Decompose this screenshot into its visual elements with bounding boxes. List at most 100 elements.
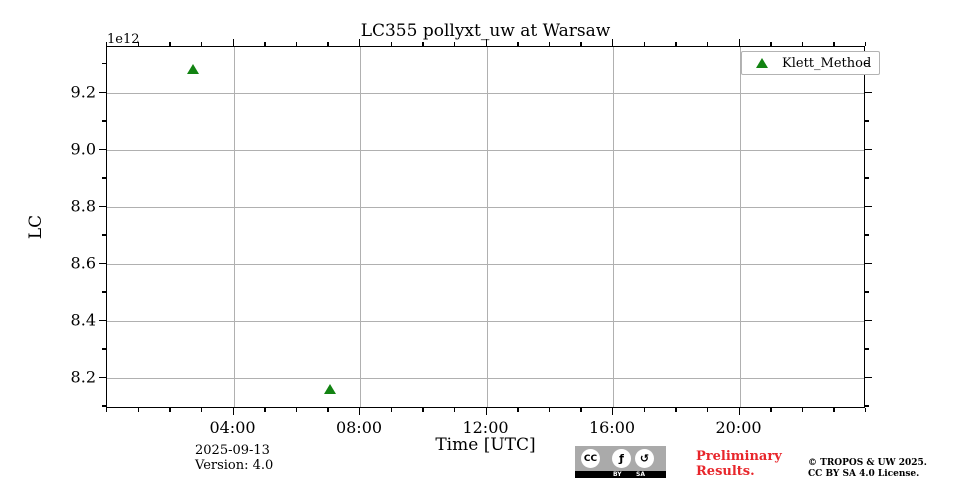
x-tick-minor <box>200 408 203 412</box>
x-gridline <box>360 47 361 407</box>
preliminary-results-note: Preliminary Results. <box>696 449 782 479</box>
x-tick-minor <box>169 408 171 412</box>
y-tick-label: 8.8 <box>70 196 96 216</box>
y-tick-major-right <box>865 262 872 265</box>
x-tick-minor <box>422 408 424 412</box>
x-tick-minor <box>137 408 140 412</box>
y-tick-minor <box>102 120 106 122</box>
y-axis-label: LC <box>26 214 46 240</box>
x-tick-minor <box>706 408 709 412</box>
y-tick-minor-right <box>865 348 869 350</box>
cc-by-label: BY <box>613 471 622 478</box>
y-tick-major-right <box>865 319 872 322</box>
x-tick-major <box>485 408 487 415</box>
x-tick-minor <box>106 408 108 412</box>
x-tick-minor <box>517 408 519 412</box>
x-tick-minor <box>865 408 867 412</box>
y-tick-label: 9.0 <box>70 139 96 159</box>
x-tick-minor <box>453 408 456 412</box>
x-gridline <box>613 47 614 407</box>
chart-legend[interactable]: Klett_Method <box>741 51 881 75</box>
x-gridline <box>739 47 741 407</box>
y-tick-major-right <box>865 376 872 379</box>
x-gridline <box>486 47 488 407</box>
y-gridline <box>107 206 864 208</box>
x-tick-minor-top <box>200 42 203 46</box>
y-tick-minor-right <box>865 291 869 293</box>
preliminary-line-1: Preliminary <box>696 449 782 464</box>
x-tick-minor-top <box>390 42 393 46</box>
y-tick-major-right <box>865 91 872 93</box>
footer-date-block: 2025-09-13 Version: 4.0 <box>195 443 273 473</box>
x-tick-label: 16:00 <box>588 418 636 437</box>
y-gridline <box>107 92 864 94</box>
x-tick-minor <box>548 408 551 412</box>
y-tick-minor-right <box>865 120 869 122</box>
x-tick-minor <box>770 408 772 412</box>
preliminary-line-2: Results. <box>696 464 755 479</box>
y-tick-label: 8.2 <box>70 367 96 387</box>
x-tick-minor <box>264 408 266 412</box>
x-tick-minor <box>801 408 804 412</box>
y-tick-minor-right <box>865 63 869 65</box>
x-tick-minor <box>580 408 582 412</box>
y-tick-major <box>99 205 106 207</box>
y-tick-minor-right <box>865 234 869 236</box>
footer-date: 2025-09-13 <box>195 443 270 458</box>
x-tick-major <box>738 408 740 415</box>
x-tick-minor-top <box>264 42 266 46</box>
x-tick-minor-top <box>137 42 140 46</box>
copyright-block: © TROPOS & UW 2025. CC BY SA 4.0 License… <box>808 458 927 480</box>
x-tick-minor <box>833 408 835 412</box>
x-tick-minor-top <box>675 42 677 46</box>
x-tick-major-top <box>359 39 361 46</box>
x-tick-label: 12:00 <box>462 418 509 437</box>
x-tick-minor-top <box>643 42 646 46</box>
x-tick-label: 20:00 <box>715 418 762 437</box>
x-tick-minor-top <box>295 42 298 46</box>
footer-version: Version: 4.0 <box>195 458 274 473</box>
cc-icon: CC <box>581 449 600 468</box>
x-tick-minor <box>390 408 393 412</box>
x-tick-label: 04:00 <box>209 418 256 437</box>
x-tick-minor-top <box>548 42 551 46</box>
legend-label-klett-method: Klett_Method <box>782 55 872 71</box>
y-axis-offset-label: 1e12 <box>107 32 140 47</box>
y-tick-major <box>99 319 106 322</box>
y-gridline <box>107 149 864 151</box>
y-tick-major-right <box>865 148 872 150</box>
x-tick-major <box>232 408 234 415</box>
x-tick-major-top <box>612 39 614 46</box>
copyright-line-2: CC BY SA 4.0 License. <box>808 469 920 479</box>
x-tick-minor-top <box>801 42 804 46</box>
x-tick-major <box>612 408 614 415</box>
x-tick-minor-top <box>106 42 108 46</box>
y-tick-major <box>99 376 106 379</box>
x-tick-major-top <box>738 39 740 46</box>
plot-area <box>106 46 865 408</box>
data-point-marker <box>186 63 199 74</box>
y-tick-label: 8.6 <box>70 253 96 273</box>
x-tick-minor-top <box>422 42 424 46</box>
y-tick-minor-right <box>865 405 869 407</box>
x-tick-major-top <box>485 39 487 46</box>
y-gridline <box>107 263 864 265</box>
y-tick-minor <box>102 234 106 236</box>
x-tick-minor-top <box>865 42 867 46</box>
y-tick-minor <box>102 291 106 293</box>
y-tick-major <box>99 91 106 93</box>
y-tick-label: 8.4 <box>70 310 96 330</box>
x-tick-minor <box>327 408 329 412</box>
y-gridline <box>107 320 864 322</box>
y-tick-minor-right <box>865 177 869 179</box>
y-tick-minor <box>102 177 106 179</box>
cc-by-icon: ƒ <box>612 449 631 468</box>
x-tick-minor <box>675 408 677 412</box>
x-tick-minor <box>295 408 298 412</box>
cc-sa-label: SA <box>636 471 645 478</box>
x-gridline <box>233 47 235 407</box>
x-tick-minor-top <box>169 42 171 46</box>
x-tick-label: 08:00 <box>335 418 383 437</box>
y-tick-label: 9.2 <box>70 82 96 102</box>
